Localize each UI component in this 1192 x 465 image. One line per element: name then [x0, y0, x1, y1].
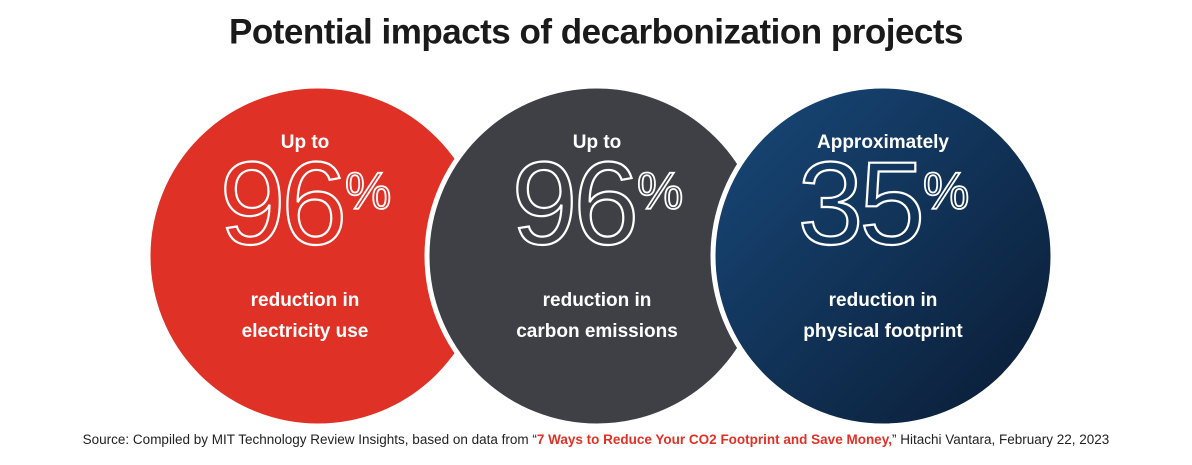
unit: %	[637, 163, 683, 221]
source-link: 7 Ways to Reduce Your CO2 Footprint and …	[537, 432, 892, 447]
unit: %	[345, 163, 391, 221]
description: carbon emissions	[516, 321, 678, 342]
qualifier: Up to	[573, 132, 622, 153]
description: reduction in	[543, 290, 652, 311]
description: physical footprint	[803, 321, 963, 342]
big-number: 96	[512, 138, 635, 270]
source-suffix: ” Hitachi Vantara, February 22, 2023	[892, 432, 1109, 447]
big-number: 35	[798, 138, 921, 270]
big-number: 96	[220, 138, 343, 270]
qualifier: Up to	[281, 132, 330, 153]
unit: %	[923, 163, 969, 221]
description: reduction in	[251, 290, 360, 311]
qualifier: Approximately	[817, 132, 949, 153]
description: electricity use	[242, 321, 369, 342]
title: Potential impacts of decarbonization pro…	[229, 12, 963, 51]
circle	[710, 83, 1056, 429]
description: reduction in	[829, 290, 938, 311]
source-prefix: Source: Compiled by MIT Technology Revie…	[83, 432, 537, 447]
source: Source: Compiled by MIT Technology Revie…	[83, 432, 1110, 447]
